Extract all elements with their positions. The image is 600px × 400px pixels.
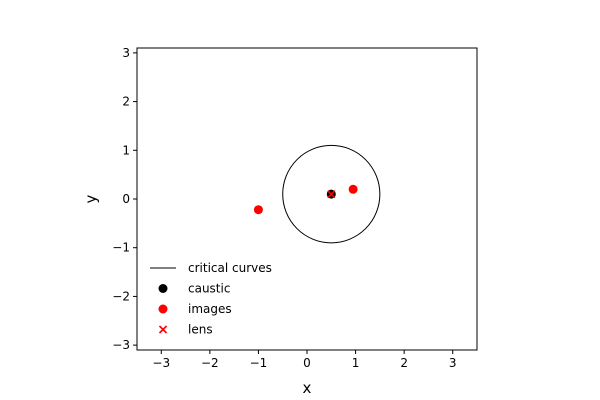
plot-area <box>136 47 478 351</box>
legend-label: images <box>188 302 232 316</box>
x-tick-label: 0 <box>303 356 311 370</box>
image-point <box>253 205 263 215</box>
y-tick-label: 0 <box>122 192 130 206</box>
x-axis-ticks: −3 −2 −1 0 1 2 3 <box>152 350 457 370</box>
y-tick-label: −2 <box>112 289 130 303</box>
x-tick-label: 3 <box>449 356 457 370</box>
x-tick-label: −1 <box>250 356 268 370</box>
y-tick-label: −1 <box>112 241 130 255</box>
x-tick-label: −3 <box>152 356 170 370</box>
legend-swatch-stroke <box>158 325 168 334</box>
legend-label: critical curves <box>188 261 272 275</box>
lens-marker-stroke <box>327 190 336 199</box>
y-tick-label: 2 <box>122 95 130 109</box>
x-axis-label: x <box>303 379 312 397</box>
y-axis-label: y <box>82 194 100 203</box>
legend: critical curves caustic images lens <box>150 261 272 337</box>
x-tick-label: 1 <box>352 356 360 370</box>
legend-swatch-x <box>158 325 168 334</box>
legend-label: caustic <box>188 282 230 296</box>
legend-swatch-marker <box>158 284 168 293</box>
critical-curve <box>282 144 381 244</box>
legend-label: lens <box>188 323 213 337</box>
lens-marker <box>327 190 336 199</box>
y-tick-label: −3 <box>112 338 130 352</box>
legend-swatch-marker <box>158 304 168 314</box>
plot-marks <box>253 144 381 244</box>
y-tick-label: 3 <box>122 46 130 60</box>
x-tick-label: −2 <box>201 356 219 370</box>
x-tick-label: 2 <box>400 356 408 370</box>
y-axis-ticks: −3 −2 −1 0 1 2 3 <box>112 46 137 352</box>
image-point <box>348 184 358 194</box>
y-tick-label: 1 <box>122 143 130 157</box>
